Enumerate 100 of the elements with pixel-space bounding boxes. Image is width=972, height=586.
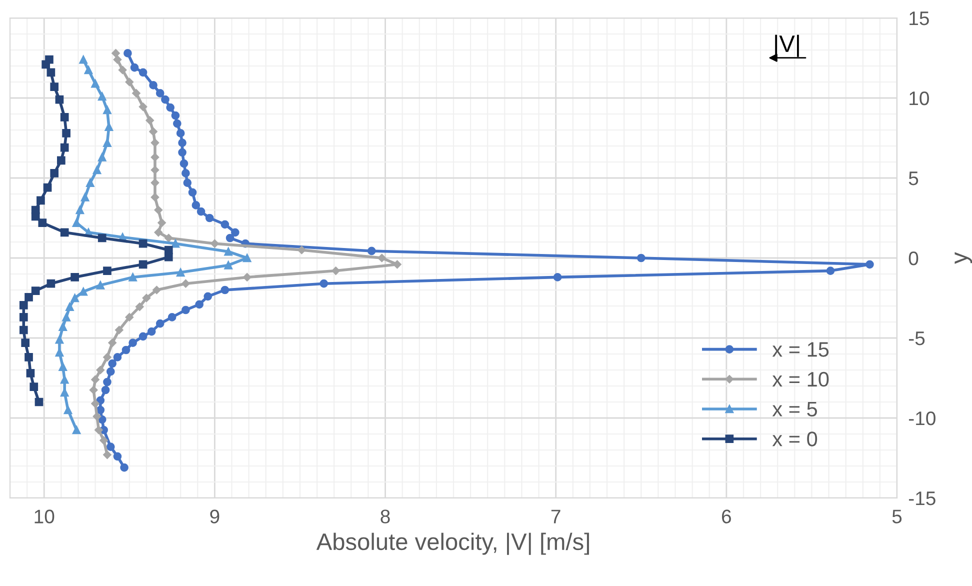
point xyxy=(19,301,28,310)
point xyxy=(154,228,163,237)
legend-label: x = 5 xyxy=(772,402,818,416)
point xyxy=(205,214,214,222)
point xyxy=(124,49,132,58)
x-tick-label: 5 xyxy=(892,510,902,524)
point xyxy=(150,178,160,187)
point xyxy=(866,260,874,269)
point xyxy=(188,188,197,197)
point xyxy=(332,266,340,275)
point xyxy=(55,335,64,344)
point xyxy=(636,254,646,262)
point xyxy=(553,273,562,282)
point xyxy=(122,346,130,354)
point xyxy=(150,193,160,202)
point xyxy=(103,353,112,362)
point xyxy=(178,138,186,147)
point xyxy=(138,260,148,269)
point xyxy=(156,319,164,328)
point xyxy=(128,338,137,347)
point xyxy=(98,92,106,101)
point xyxy=(826,266,835,275)
point xyxy=(96,396,105,405)
y-tick-label: 15 xyxy=(910,12,929,26)
point xyxy=(220,220,230,229)
point xyxy=(150,138,160,147)
y-axis-title: y xyxy=(954,252,972,264)
point xyxy=(183,178,192,187)
point xyxy=(96,366,105,374)
point xyxy=(46,68,56,77)
legend-label: x = 10 xyxy=(772,372,829,387)
x-tick-label: 8 xyxy=(380,510,390,524)
point xyxy=(79,55,88,64)
point xyxy=(108,338,116,347)
point xyxy=(180,159,188,168)
point xyxy=(176,129,185,138)
point xyxy=(60,228,69,237)
point xyxy=(147,327,156,336)
point xyxy=(76,206,84,214)
point xyxy=(150,153,160,162)
point xyxy=(146,116,154,125)
point xyxy=(138,68,148,77)
point xyxy=(226,234,234,242)
point xyxy=(149,81,158,90)
y-tick-label: 0 xyxy=(908,251,918,266)
point xyxy=(24,293,33,302)
point xyxy=(101,386,110,394)
point xyxy=(103,106,112,114)
y-tick-label: -5 xyxy=(908,332,925,346)
point xyxy=(34,398,44,406)
point xyxy=(24,353,33,362)
point xyxy=(86,178,94,187)
point xyxy=(182,279,190,288)
point xyxy=(60,143,69,152)
point xyxy=(196,207,206,216)
point xyxy=(220,286,230,294)
point xyxy=(46,279,56,288)
point xyxy=(38,218,47,227)
point xyxy=(164,252,173,262)
point xyxy=(378,254,386,262)
point xyxy=(210,239,219,248)
point xyxy=(50,82,59,91)
point xyxy=(128,273,137,282)
point xyxy=(64,406,72,414)
point xyxy=(103,266,112,275)
point xyxy=(367,246,376,256)
point xyxy=(161,95,170,104)
point xyxy=(115,326,124,334)
point xyxy=(230,228,240,237)
point xyxy=(125,313,134,322)
point xyxy=(72,426,81,434)
point xyxy=(204,292,212,301)
point xyxy=(224,261,233,270)
point xyxy=(80,193,90,202)
point xyxy=(60,113,69,122)
point xyxy=(43,183,52,192)
point xyxy=(50,169,59,178)
point xyxy=(298,246,306,254)
point xyxy=(242,273,252,282)
point xyxy=(113,353,122,362)
point xyxy=(31,212,40,221)
point xyxy=(96,281,105,290)
point xyxy=(138,239,148,248)
point xyxy=(42,60,50,69)
point xyxy=(62,129,70,138)
point xyxy=(92,412,102,421)
point xyxy=(103,378,112,386)
x-tick-label: 10 xyxy=(34,510,54,524)
point xyxy=(192,201,200,210)
point xyxy=(118,66,127,74)
x-tick-label: 9 xyxy=(210,510,220,524)
point xyxy=(125,78,134,86)
point xyxy=(66,302,74,311)
x-tick-label: 7 xyxy=(551,510,560,524)
point xyxy=(171,239,180,248)
point xyxy=(79,287,88,296)
point xyxy=(30,382,38,391)
legend-label: x = 0 xyxy=(772,432,818,446)
point xyxy=(112,49,120,58)
point xyxy=(168,313,176,322)
